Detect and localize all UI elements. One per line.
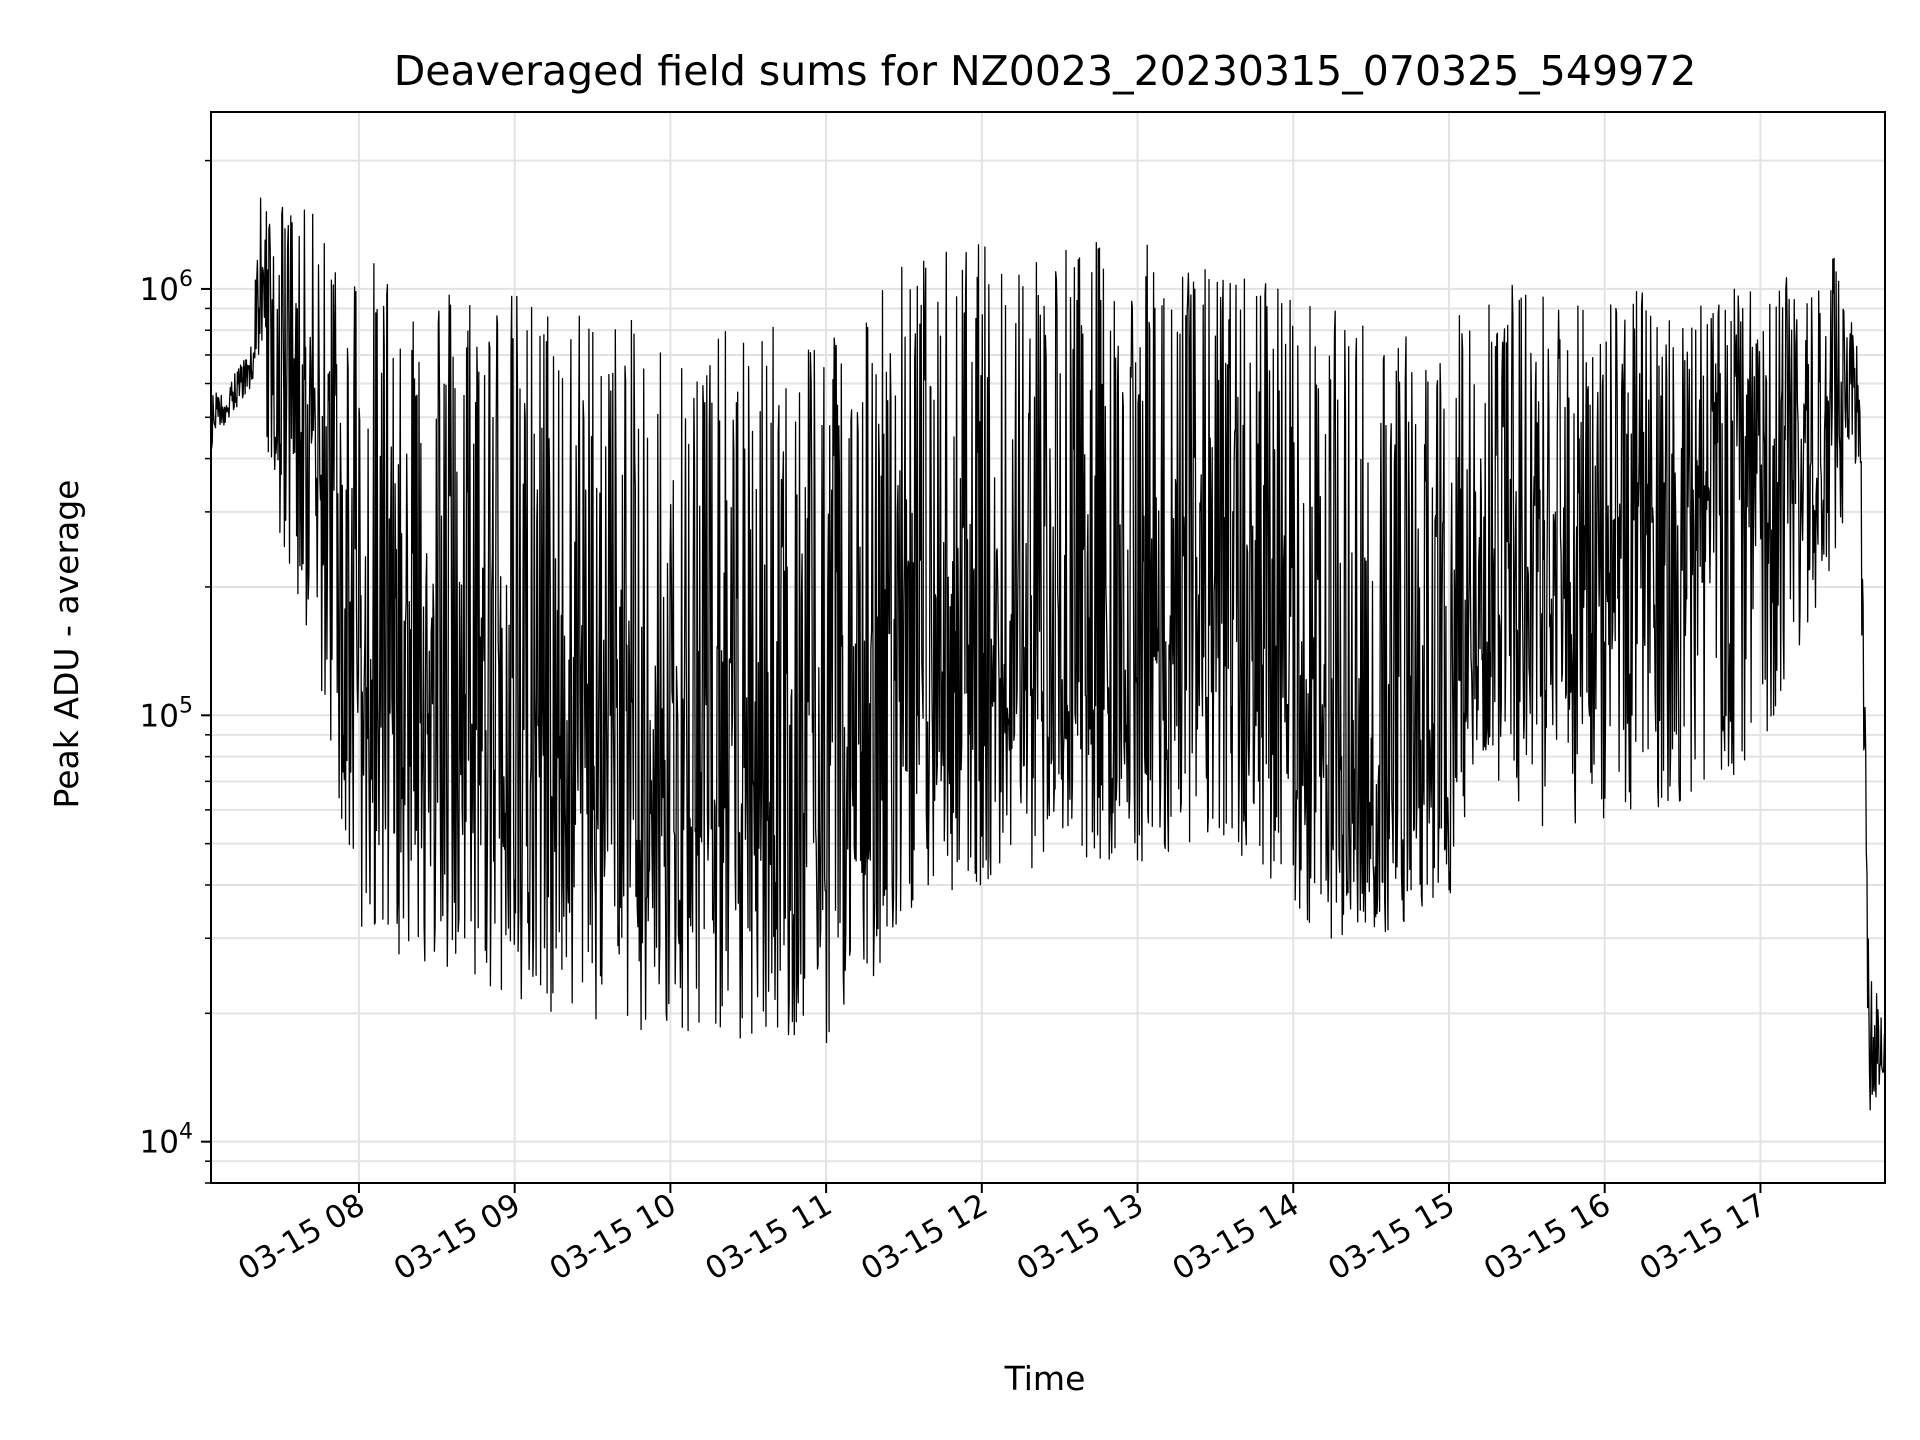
y-tick-label: 105 <box>140 693 193 734</box>
y-tick-label: 104 <box>140 1120 193 1161</box>
chart-title: Deaveraged field sums for NZ0023_2023031… <box>394 47 1697 95</box>
data-layer <box>210 197 1886 1111</box>
x-axis-label: Time <box>1004 1359 1086 1398</box>
plot-frame <box>210 111 1886 1184</box>
y-axis: 104 105 106 <box>140 159 211 1184</box>
y-axis-label: Peak ADU - average <box>47 480 86 809</box>
series-line <box>210 197 1886 1111</box>
y-tick-label: 106 <box>140 267 193 308</box>
